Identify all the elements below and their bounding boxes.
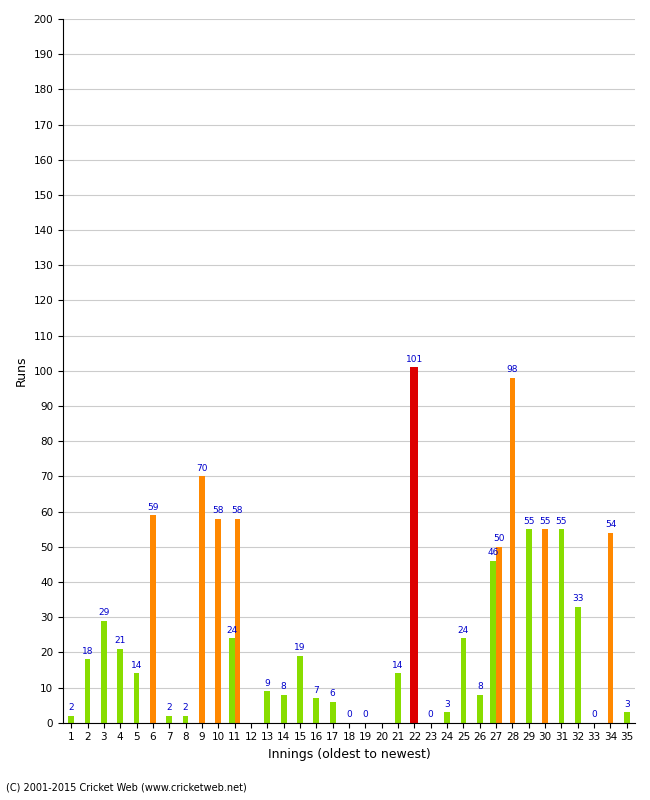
- Bar: [575, 606, 580, 722]
- Bar: [490, 561, 496, 722]
- Bar: [101, 621, 107, 722]
- Text: 6: 6: [330, 689, 335, 698]
- Text: 55: 55: [523, 517, 534, 526]
- Bar: [461, 638, 466, 722]
- Text: 50: 50: [493, 534, 504, 543]
- Bar: [215, 518, 221, 722]
- Text: 59: 59: [147, 502, 159, 512]
- Bar: [330, 702, 335, 722]
- Bar: [183, 716, 188, 722]
- Bar: [68, 716, 74, 722]
- Bar: [134, 674, 140, 722]
- Text: 55: 55: [556, 517, 567, 526]
- Bar: [608, 533, 614, 722]
- Text: 0: 0: [592, 710, 597, 719]
- X-axis label: Innings (oldest to newest): Innings (oldest to newest): [268, 748, 430, 761]
- Text: 24: 24: [226, 626, 237, 634]
- Bar: [199, 477, 205, 722]
- Text: 2: 2: [183, 703, 188, 712]
- Bar: [510, 378, 515, 722]
- Text: 33: 33: [572, 594, 584, 603]
- Text: (C) 2001-2015 Cricket Web (www.cricketweb.net): (C) 2001-2015 Cricket Web (www.cricketwe…: [6, 782, 247, 792]
- Bar: [166, 716, 172, 722]
- Bar: [229, 638, 235, 722]
- Text: 54: 54: [604, 520, 616, 529]
- Text: 3: 3: [444, 700, 450, 709]
- Text: 24: 24: [458, 626, 469, 634]
- Bar: [410, 367, 419, 722]
- Text: 58: 58: [232, 506, 243, 515]
- Text: 8: 8: [281, 682, 287, 691]
- Text: 2: 2: [166, 703, 172, 712]
- Bar: [265, 691, 270, 722]
- Text: 0: 0: [363, 710, 369, 719]
- Text: 14: 14: [393, 661, 404, 670]
- Text: 55: 55: [540, 517, 551, 526]
- Bar: [444, 712, 450, 722]
- Text: 9: 9: [265, 678, 270, 687]
- Text: 18: 18: [82, 647, 94, 656]
- Text: 0: 0: [428, 710, 434, 719]
- Text: 7: 7: [313, 686, 319, 694]
- Text: 2: 2: [68, 703, 74, 712]
- Text: 46: 46: [488, 548, 499, 558]
- Y-axis label: Runs: Runs: [15, 356, 28, 386]
- Bar: [558, 529, 564, 722]
- Bar: [395, 674, 401, 722]
- Text: 3: 3: [624, 700, 630, 709]
- Text: 101: 101: [406, 355, 423, 364]
- Text: 14: 14: [131, 661, 142, 670]
- Bar: [313, 698, 319, 722]
- Text: 8: 8: [477, 682, 483, 691]
- Text: 21: 21: [114, 636, 126, 646]
- Bar: [118, 649, 123, 722]
- Text: 29: 29: [98, 608, 110, 617]
- Text: 19: 19: [294, 643, 305, 652]
- Bar: [477, 694, 482, 722]
- Bar: [496, 546, 502, 722]
- Bar: [281, 694, 287, 722]
- Bar: [150, 515, 156, 722]
- Bar: [297, 656, 303, 722]
- Text: 70: 70: [196, 464, 208, 473]
- Bar: [624, 712, 630, 722]
- Bar: [526, 529, 532, 722]
- Text: 58: 58: [213, 506, 224, 515]
- Bar: [235, 518, 240, 722]
- Bar: [542, 529, 548, 722]
- Text: 0: 0: [346, 710, 352, 719]
- Bar: [84, 659, 90, 722]
- Text: 98: 98: [507, 366, 518, 374]
